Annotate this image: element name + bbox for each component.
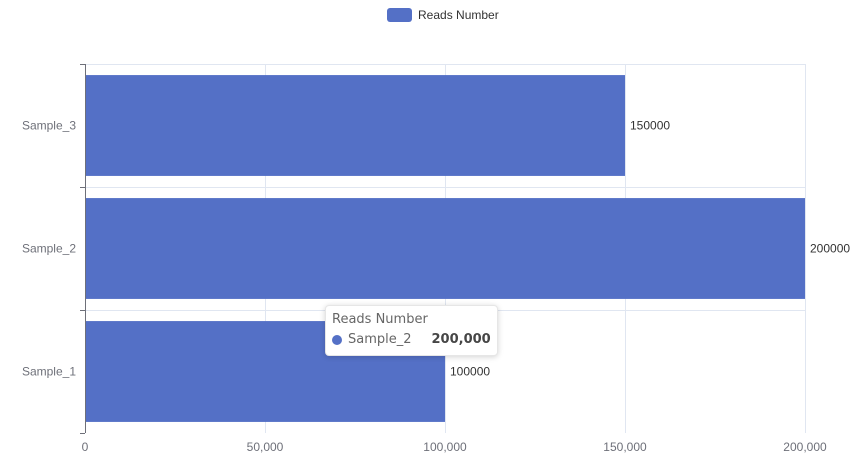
x-tick-label: 100,000 — [423, 440, 467, 454]
bar-data-label: 200000 — [810, 242, 850, 256]
y-tick-label: Sample_1 — [22, 365, 76, 379]
x-tick-label: 200,000 — [783, 440, 827, 454]
x-tick-label: 150,000 — [603, 440, 647, 454]
bar-data-label: 100000 — [450, 365, 490, 379]
tooltip-row: Sample_2 200,000 — [332, 330, 491, 350]
labels: 0 50,000 100,000 150,000 200,000 100000 Sample… — [22, 119, 850, 455]
y-tick-label: Sample_2 — [22, 242, 76, 256]
tooltip-value: 200,000 — [431, 332, 491, 347]
axes — [80, 64, 86, 434]
legend-swatch — [387, 8, 412, 22]
tooltip-category: Sample_2 — [348, 332, 412, 347]
legend-label: Reads Number — [418, 8, 499, 22]
bar — [85, 198, 805, 299]
tooltip: Reads Number Sample_2 200,000 — [325, 305, 498, 356]
x-tick-label: 0 — [82, 440, 89, 454]
tooltip-series-dot — [332, 335, 342, 345]
bars — [85, 75, 805, 422]
legend[interactable]: Reads Number — [387, 8, 499, 22]
tooltip-title: Reads Number — [332, 312, 428, 327]
bar-data-label: 150000 — [630, 119, 670, 133]
bar — [85, 75, 625, 176]
y-tick-label: Sample_3 — [22, 119, 76, 133]
x-tick-label: 50,000 — [247, 440, 284, 454]
